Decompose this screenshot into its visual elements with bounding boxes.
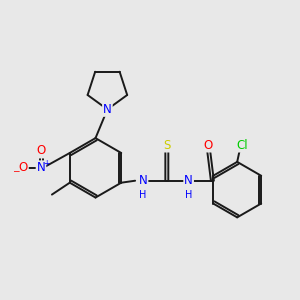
Text: +: + <box>43 159 49 168</box>
Text: H: H <box>140 190 147 200</box>
Text: S: S <box>163 139 170 152</box>
Text: N: N <box>103 103 112 116</box>
Text: H: H <box>185 190 192 200</box>
Text: −: − <box>13 166 20 175</box>
Text: N: N <box>184 174 193 187</box>
Text: N: N <box>139 174 147 187</box>
Text: Cl: Cl <box>236 139 248 152</box>
Text: O: O <box>19 161 28 174</box>
Text: O: O <box>36 145 46 158</box>
Text: O: O <box>204 139 213 152</box>
Text: N: N <box>37 161 45 174</box>
